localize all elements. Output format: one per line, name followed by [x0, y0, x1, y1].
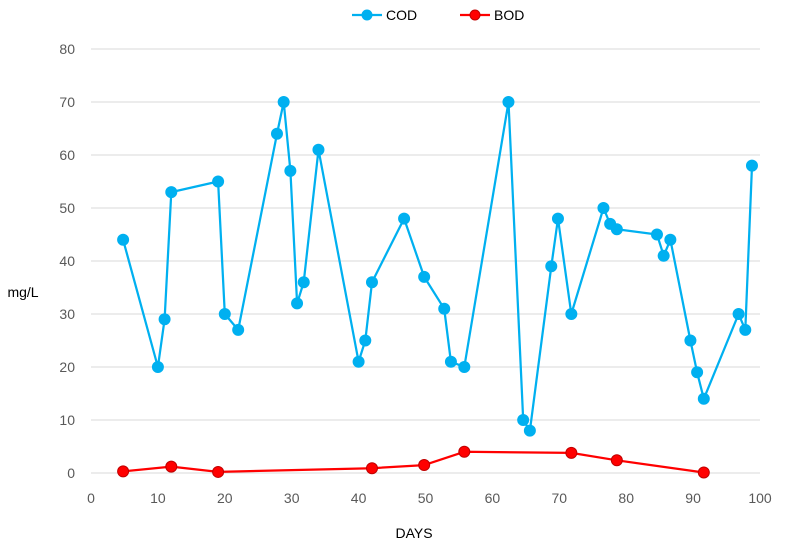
- y-axis-title: mg/L: [7, 284, 38, 300]
- y-tick-label: 70: [59, 94, 75, 110]
- cod-point: [218, 308, 231, 320]
- legend-item-cod: COD: [352, 7, 417, 23]
- x-axis-title: DAYS: [395, 525, 432, 541]
- x-tick-label: 30: [284, 490, 300, 506]
- legend-item-bod: BOD: [460, 7, 524, 23]
- bod-point: [365, 462, 378, 475]
- gridlines: [91, 48, 760, 474]
- cod-point: [444, 355, 457, 368]
- cod-point: [117, 233, 130, 246]
- cod-point: [517, 414, 530, 426]
- cod-point: [458, 361, 471, 373]
- cod-point: [551, 212, 564, 225]
- cod-point: [291, 297, 304, 310]
- cod-point: [352, 355, 365, 368]
- cod-point: [691, 366, 704, 379]
- cod-point: [732, 308, 745, 320]
- cod-point: [270, 127, 283, 140]
- cod-point: [359, 334, 372, 347]
- x-tick-label: 100: [748, 490, 772, 506]
- cod-point: [697, 392, 710, 405]
- y-tick-label: 30: [59, 306, 75, 322]
- cod-point: [545, 260, 558, 273]
- y-axis-ticks: 0 10 20 30 40 50 60 70 80: [59, 41, 75, 481]
- cod-point: [232, 323, 245, 336]
- cod-point: [438, 302, 451, 315]
- cod-point: [523, 424, 536, 437]
- cod-point: [739, 323, 752, 336]
- cod-point: [745, 159, 758, 172]
- x-axis-ticks: 0 10 20 30 40 50 60 70 80 90 100: [87, 490, 772, 506]
- cod-point: [664, 233, 677, 246]
- cod-point: [277, 96, 290, 108]
- series-cod: [117, 96, 758, 437]
- cod-point: [151, 361, 164, 373]
- cod-point: [297, 276, 310, 289]
- cod-point: [650, 228, 663, 241]
- y-tick-label: 60: [59, 147, 75, 163]
- cod-point: [158, 313, 171, 326]
- y-tick-label: 10: [59, 412, 75, 428]
- x-tick-label: 20: [217, 490, 233, 506]
- cod-point: [597, 202, 610, 214]
- bod-point: [418, 459, 431, 472]
- y-tick-label: 50: [59, 200, 75, 216]
- bod-point: [565, 446, 578, 459]
- bod-point: [610, 454, 623, 467]
- x-tick-label: 60: [485, 490, 501, 506]
- series-bod: [117, 445, 710, 479]
- x-tick-label: 80: [618, 490, 634, 506]
- bod-point: [697, 466, 710, 479]
- bod-point: [165, 460, 178, 473]
- cod-point: [284, 164, 297, 177]
- cod-point: [212, 175, 225, 188]
- y-tick-label: 80: [59, 41, 75, 57]
- legend: COD BOD: [352, 7, 524, 23]
- cod-point: [610, 223, 623, 236]
- x-tick-label: 40: [351, 490, 367, 506]
- cod-point: [684, 334, 697, 347]
- x-tick-label: 90: [685, 490, 701, 506]
- legend-swatch-marker: [361, 9, 373, 21]
- cod-point: [418, 270, 431, 283]
- legend-label: BOD: [494, 7, 524, 23]
- bod-point: [458, 445, 471, 458]
- cod-point: [365, 276, 378, 289]
- y-tick-label: 40: [59, 253, 75, 269]
- bod-point: [117, 465, 130, 478]
- cod-point: [657, 249, 670, 262]
- legend-swatch-marker: [469, 9, 481, 21]
- cod-point: [165, 186, 178, 199]
- x-tick-label: 10: [150, 490, 166, 506]
- x-tick-label: 50: [418, 490, 434, 506]
- cod-point: [502, 96, 515, 108]
- cod-point: [565, 308, 578, 320]
- y-tick-label: 20: [59, 359, 75, 375]
- cod-point: [398, 212, 411, 225]
- x-tick-label: 0: [87, 490, 95, 506]
- legend-label: COD: [386, 7, 417, 23]
- x-tick-label: 70: [552, 490, 568, 506]
- series-layer: [117, 96, 758, 479]
- bod-point: [212, 465, 225, 478]
- cod-point: [312, 143, 325, 156]
- y-tick-label: 0: [67, 465, 75, 481]
- cod-line: [122, 100, 754, 432]
